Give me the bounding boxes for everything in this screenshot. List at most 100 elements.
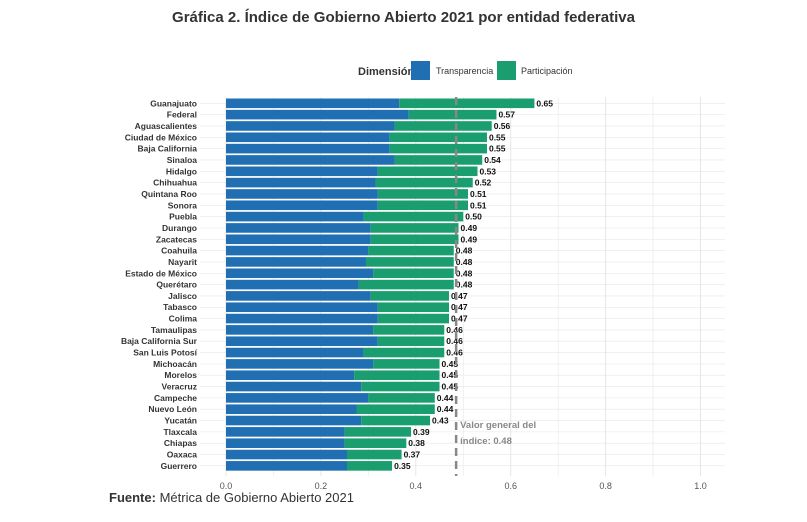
bar-transparencia (226, 109, 409, 120)
category-label: Zacatecas (156, 234, 197, 244)
bar-participacion (377, 336, 445, 347)
x-tick-label: 1.0 (694, 481, 707, 491)
total-value-label: 0.47 (451, 291, 468, 301)
category-label: Nuevo León (148, 404, 197, 414)
bar-participacion (365, 257, 454, 267)
bar-participacion (389, 143, 487, 154)
category-label: Michoacán (153, 359, 197, 369)
category-label: Guerrero (161, 461, 197, 471)
category-label: Baja California Sur (121, 336, 198, 346)
bar-participacion (377, 313, 450, 324)
bar-transparencia (226, 449, 347, 460)
legend-title: Dimensión (358, 66, 415, 78)
x-axis: 0.0 0.2 0.4 0.6 0.8 1.0 (220, 481, 707, 491)
value-labels: 0.650.570.560.550.550.540.530.520.510.51… (394, 98, 553, 471)
bar-participacion (394, 155, 483, 165)
total-value-label: 0.49 (461, 223, 478, 233)
category-label: Jalisco (168, 291, 197, 301)
bar-transparencia (226, 370, 355, 381)
total-value-label: 0.47 (451, 302, 468, 312)
bar-transparencia (226, 268, 374, 279)
total-value-label: 0.45 (442, 359, 459, 369)
bar-participacion (363, 211, 464, 222)
bar-transparencia (226, 461, 347, 471)
total-value-label: 0.53 (479, 166, 496, 176)
legend-label-transparencia: Transparencia (436, 66, 493, 76)
bar-participacion (354, 370, 440, 381)
reference-line: Valor general del índice: 0.48 (454, 97, 536, 476)
bar-transparencia (226, 234, 371, 245)
bar-participacion (368, 245, 454, 256)
bar-participacion (344, 427, 412, 437)
bar-participacion (373, 359, 440, 369)
bar-transparencia (226, 336, 378, 347)
bar-participacion (370, 223, 459, 233)
bar-participacion (377, 189, 468, 199)
category-label: Federal (167, 110, 197, 120)
chart-title: Gráfica 2. Índice de Gobierno Abierto 20… (172, 9, 635, 26)
x-tick-label: 0.6 (504, 481, 517, 491)
bar-transparencia (226, 427, 345, 437)
bar-transparencia (226, 279, 359, 290)
bar-participacion (389, 132, 487, 143)
bar-participacion (361, 381, 440, 392)
bar-participacion (373, 325, 445, 335)
total-value-label: 0.45 (442, 370, 459, 380)
total-value-label: 0.38 (408, 438, 425, 448)
x-tick-label: 0.0 (220, 481, 233, 491)
bar-participacion (408, 109, 497, 120)
bar-participacion (377, 200, 468, 211)
total-value-label: 0.44 (437, 393, 454, 403)
bar-participacion (346, 461, 393, 471)
category-label: Coahuila (161, 246, 197, 256)
total-value-label: 0.46 (446, 325, 463, 335)
bar-participacion (368, 393, 435, 403)
total-value-label: 0.44 (437, 404, 454, 414)
category-label: Nayarit (168, 257, 197, 267)
category-label: Guanajuato (150, 98, 197, 108)
bar-participacion (358, 279, 454, 290)
source-text: Métrica de Gobierno Abierto 2021 (159, 490, 354, 505)
total-value-label: 0.65 (536, 98, 553, 108)
total-value-label: 0.43 (432, 416, 449, 426)
total-value-label: 0.48 (456, 246, 473, 256)
bar-transparencia (226, 438, 345, 448)
total-value-label: 0.55 (489, 132, 506, 142)
x-tick-label: 0.4 (410, 481, 423, 491)
category-label: Sonora (168, 200, 198, 210)
bar-transparencia (226, 166, 378, 177)
bar-transparencia (226, 325, 374, 335)
category-label: Quintana Roo (141, 189, 197, 199)
bar-participacion (373, 268, 454, 279)
bar-transparencia (226, 313, 378, 324)
bar-transparencia (226, 177, 376, 188)
total-value-label: 0.50 (465, 212, 482, 222)
legend-swatch-transparencia (411, 61, 430, 80)
bar-transparencia (226, 245, 369, 256)
bar-transparencia (226, 189, 378, 199)
total-value-label: 0.46 (446, 336, 463, 346)
category-label: Tamaulipas (151, 325, 197, 335)
total-value-label: 0.51 (470, 200, 487, 210)
x-tick-label: 0.8 (599, 481, 612, 491)
category-label: Chiapas (164, 438, 197, 448)
bar-transparencia (226, 155, 395, 165)
bar-participacion (346, 449, 402, 460)
category-label: Querétaro (156, 280, 197, 290)
bar-participacion (377, 166, 478, 177)
total-value-label: 0.49 (461, 234, 478, 244)
bar-transparencia (226, 223, 371, 233)
bar-transparencia (226, 98, 400, 109)
total-value-label: 0.48 (456, 268, 473, 278)
total-value-label: 0.55 (489, 144, 506, 154)
bar-participacion (370, 234, 459, 245)
bar-transparencia (226, 211, 364, 222)
total-value-label: 0.39 (413, 427, 430, 437)
bar-participacion (344, 438, 407, 448)
bar-participacion (377, 302, 450, 313)
category-label: Colima (169, 314, 198, 324)
category-label: Puebla (169, 212, 197, 222)
bar-participacion (399, 98, 535, 109)
bar-transparencia (226, 347, 364, 358)
